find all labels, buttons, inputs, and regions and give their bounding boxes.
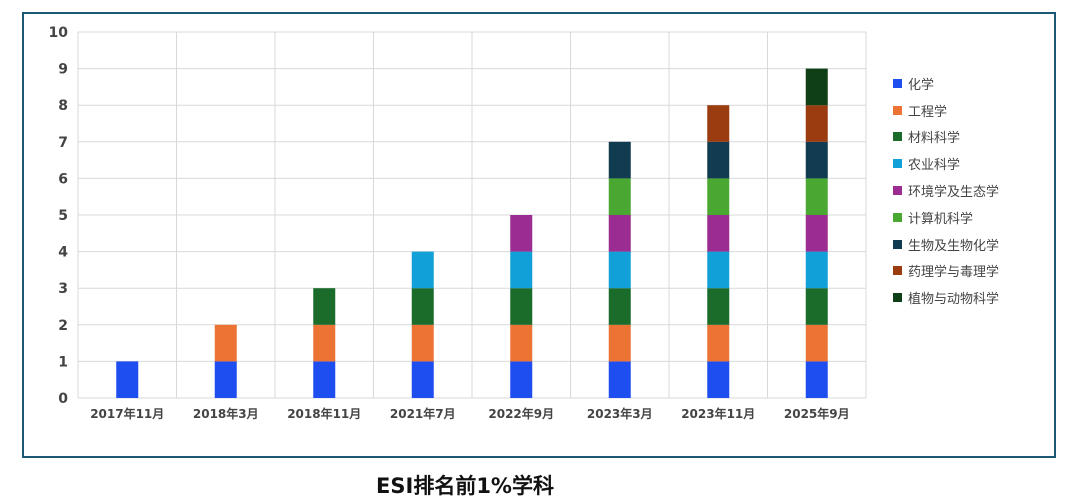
bar-segment xyxy=(805,215,828,252)
chart-frame xyxy=(22,12,1056,458)
bar-segment xyxy=(608,324,631,362)
bar-segment xyxy=(608,215,631,252)
x-tick-label: 2017年11月 xyxy=(90,406,164,421)
bar-segment xyxy=(608,361,631,398)
y-tick-label: 3 xyxy=(58,281,68,297)
bar-segment xyxy=(411,288,434,325)
legend-swatch xyxy=(893,159,902,169)
x-tick-label: 2022年9月 xyxy=(488,406,554,421)
y-tick-label: 10 xyxy=(49,25,69,41)
bar-segment xyxy=(707,324,730,362)
legend-label: 药理学与毒理学 xyxy=(908,265,1000,281)
bar-segment xyxy=(707,288,730,325)
legend-swatch xyxy=(893,105,902,115)
x-tick-label: 2018年11月 xyxy=(287,406,361,421)
x-tick-label: 2023年11月 xyxy=(681,406,755,421)
bar-segment xyxy=(608,178,631,215)
y-tick-label: 4 xyxy=(58,245,68,261)
legend-label: 化学 xyxy=(908,77,935,93)
bar-segment xyxy=(313,324,336,362)
legend: 化学工程学材料科学农业科学环境学及生态学 计算机科学生物及生物化学 药理学与毒理学植… xyxy=(893,70,999,311)
x-tick-label: 2025年9月 xyxy=(784,406,850,421)
legend-swatch xyxy=(893,186,902,196)
legend-item: 药理学与毒理学 xyxy=(893,258,999,285)
bar-segment xyxy=(608,141,631,179)
bar-segment xyxy=(707,251,730,289)
legend-label: 生物及生物化学 xyxy=(908,238,1000,254)
bar-segment xyxy=(313,361,336,398)
legend-swatch xyxy=(893,132,902,142)
y-tick-label: 1 xyxy=(58,354,68,370)
bar-segment xyxy=(510,251,533,289)
legend-label: 植物与动物科学 xyxy=(908,292,1000,308)
legend-swatch xyxy=(893,212,902,222)
bar-segment xyxy=(707,178,730,215)
legend-label: 环境学及生态学 xyxy=(908,185,1000,201)
y-tick-label: 7 xyxy=(58,135,68,151)
bar-segment xyxy=(805,68,828,106)
legend-item: 计算机科学 xyxy=(893,204,999,231)
legend-label: 农业科学 xyxy=(908,158,961,174)
bar-segment xyxy=(214,324,237,362)
legend-item: 农业科学 xyxy=(893,150,999,177)
x-tick-label: 2018年3月 xyxy=(193,406,259,421)
legend-swatch xyxy=(893,78,902,88)
legend-item: 材料科学 xyxy=(893,124,999,151)
legend-item: 植物与动物科学 xyxy=(893,284,999,311)
legend-label: 计算机科学 xyxy=(908,211,974,227)
bar-segment xyxy=(510,361,533,398)
bar-segment xyxy=(805,324,828,362)
legend-item: 化学 xyxy=(893,70,999,97)
legend-swatch xyxy=(893,266,902,276)
bar-segment xyxy=(805,105,828,142)
legend-item: 环境学及生态学 xyxy=(893,177,999,204)
bar-segment xyxy=(214,361,237,398)
x-tick-label: 2023年3月 xyxy=(587,406,653,421)
legend-swatch xyxy=(893,239,902,249)
bar-segment xyxy=(313,288,336,325)
bar-segment xyxy=(707,105,730,142)
bar-segment xyxy=(510,324,533,362)
bar-segment xyxy=(805,361,828,398)
bar-segment xyxy=(510,288,533,325)
bar-segment xyxy=(707,141,730,179)
bar-segment xyxy=(805,178,828,215)
y-tick-label: 8 xyxy=(58,98,68,114)
bar-segment xyxy=(805,141,828,179)
y-tick-label: 2 xyxy=(58,318,68,334)
bar-segment xyxy=(510,215,533,252)
y-tick-label: 0 xyxy=(58,391,68,407)
legend-label: 工程学 xyxy=(908,104,948,120)
legend-swatch xyxy=(893,293,902,303)
x-tick-label: 2021年7月 xyxy=(390,406,456,421)
bar-segment xyxy=(805,251,828,289)
y-tick-label: 9 xyxy=(58,62,68,78)
bar-segment xyxy=(411,251,434,289)
bar-segment xyxy=(805,288,828,325)
bar-segment xyxy=(608,288,631,325)
bar-segment xyxy=(707,361,730,398)
bar-segment xyxy=(608,251,631,289)
y-tick-label: 6 xyxy=(58,171,68,187)
legend-item: 生物及生物化学 xyxy=(893,231,999,258)
chart-title: ESI排名前1%学科 xyxy=(376,474,554,498)
y-tick-label: 5 xyxy=(58,208,68,224)
bar-segment xyxy=(116,361,139,398)
legend-item: 工程学 xyxy=(893,97,999,124)
legend-label: 材料科学 xyxy=(908,131,961,147)
bar-segment xyxy=(411,361,434,398)
bar-segment xyxy=(707,215,730,252)
bar-segment xyxy=(411,324,434,362)
